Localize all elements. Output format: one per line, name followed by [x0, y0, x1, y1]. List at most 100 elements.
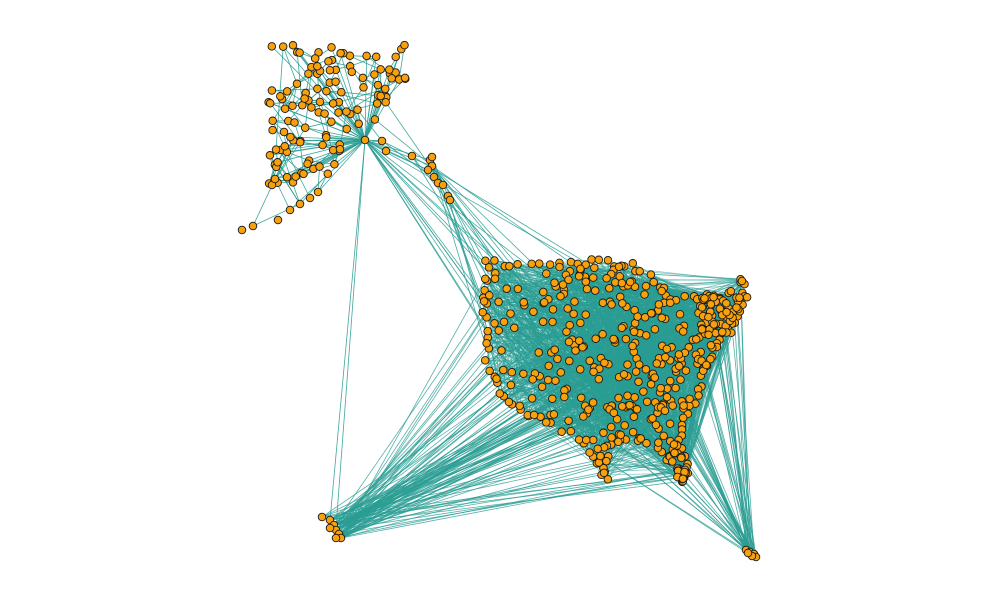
node-contiguous-us	[722, 299, 731, 308]
node-alaska	[427, 152, 437, 162]
node-alaska	[313, 62, 322, 71]
edge	[610, 426, 751, 553]
node-contiguous-us	[490, 256, 499, 265]
node-alaska	[279, 127, 289, 137]
edge	[740, 282, 751, 553]
node-contiguous-us	[588, 398, 598, 407]
node-contiguous-us	[706, 300, 716, 309]
node-contiguous-us	[618, 299, 627, 308]
node-contiguous-us	[506, 309, 515, 318]
node-contiguous-us	[504, 397, 514, 407]
node-contiguous-us	[617, 323, 627, 333]
node-alaska	[307, 103, 316, 112]
node-contiguous-us	[650, 373, 659, 382]
edge	[374, 119, 433, 167]
node-contiguous-us	[625, 400, 634, 410]
node-contiguous-us	[539, 298, 549, 307]
node-alaska	[273, 158, 282, 167]
node-hawaii	[331, 533, 341, 543]
node-contiguous-us	[709, 292, 718, 302]
node-contiguous-us	[647, 309, 656, 318]
edge	[335, 434, 621, 531]
edge	[335, 396, 668, 539]
node-alaska	[288, 101, 297, 111]
node-contiguous-us	[603, 256, 613, 265]
edge	[271, 46, 366, 141]
node-contiguous-us	[576, 318, 585, 328]
node-contiguous-us	[538, 317, 548, 326]
node-contiguous-us	[600, 358, 609, 368]
node-alaska	[429, 172, 439, 182]
node-contiguous-us	[569, 309, 578, 319]
node-hawaii	[317, 512, 327, 522]
node-contiguous-us	[606, 422, 616, 432]
node-contiguous-us	[621, 334, 631, 344]
edge	[335, 365, 549, 531]
node-contiguous-us	[519, 369, 528, 379]
edge	[333, 303, 488, 526]
edge	[340, 388, 699, 539]
edge	[333, 321, 544, 526]
node-contiguous-us	[506, 380, 516, 390]
node-alaska	[330, 160, 339, 169]
edge	[364, 139, 556, 287]
node-contiguous-us	[623, 391, 632, 400]
node-alaska	[267, 86, 277, 95]
node-contiguous-us	[632, 405, 642, 414]
node-contiguous-us	[635, 267, 644, 276]
node-alaska	[300, 94, 309, 103]
node-contiguous-us	[651, 420, 661, 430]
edge	[431, 165, 525, 303]
node-alaska	[290, 118, 299, 127]
node-contiguous-us	[574, 336, 584, 345]
node-contiguous-us	[652, 359, 662, 368]
node-contiguous-us	[584, 405, 593, 414]
edge	[486, 280, 708, 367]
node-contiguous-us	[513, 284, 523, 294]
edge	[713, 324, 753, 557]
node-alaska	[303, 159, 312, 168]
node-contiguous-us	[534, 348, 543, 357]
node-contiguous-us	[565, 320, 574, 330]
node-contiguous-us	[579, 412, 588, 421]
edge	[335, 139, 366, 529]
node-alaska	[381, 84, 390, 94]
edge	[346, 87, 364, 112]
edge	[338, 444, 675, 535]
edge	[329, 363, 662, 529]
node-alaska	[315, 162, 324, 171]
node-contiguous-us	[550, 278, 559, 287]
edge	[335, 414, 555, 531]
edge	[329, 333, 603, 521]
edge	[680, 478, 755, 555]
nodes-layer	[237, 40, 761, 562]
node-contiguous-us	[549, 410, 559, 419]
node-alaska	[387, 74, 396, 83]
node-contiguous-us	[639, 387, 648, 396]
edge	[736, 310, 753, 557]
node-contiguous-us	[680, 467, 689, 477]
node-contiguous-us	[480, 285, 489, 295]
node-contiguous-us	[499, 365, 508, 375]
node-contiguous-us	[665, 376, 675, 386]
edge	[335, 476, 684, 531]
node-contiguous-us	[665, 419, 675, 429]
node-contiguous-us	[553, 354, 562, 364]
node-alaska	[280, 104, 290, 113]
node-alaska	[372, 99, 382, 108]
node-contiguous-us	[505, 262, 514, 271]
node-contiguous-us	[656, 383, 665, 393]
node-alaska	[385, 65, 394, 74]
node-contiguous-us	[543, 375, 553, 385]
node-contiguous-us	[662, 344, 672, 354]
node-contiguous-us	[671, 383, 680, 393]
edge	[281, 98, 306, 128]
edge	[326, 90, 378, 104]
node-contiguous-us	[481, 256, 490, 265]
node-alaska	[342, 107, 351, 116]
node-contiguous-us	[598, 298, 608, 308]
node-contiguous-us	[628, 259, 638, 268]
node-contiguous-us	[566, 426, 576, 436]
node-contiguous-us	[654, 438, 663, 447]
